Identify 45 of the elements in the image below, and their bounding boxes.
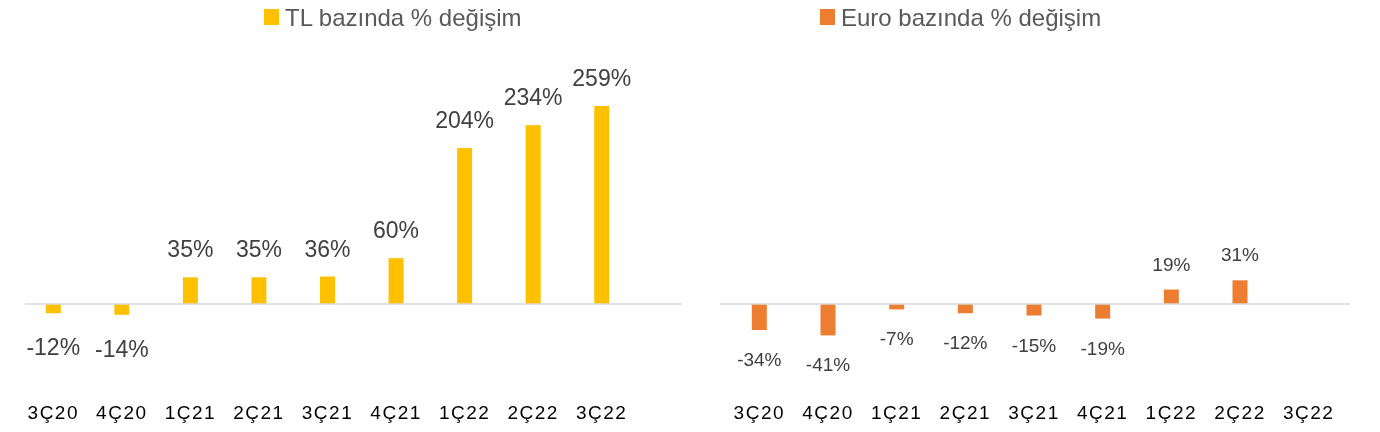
x-tick-label: 2Ç22	[1214, 402, 1266, 423]
x-tick-label: 1Ç21	[870, 402, 923, 423]
data-label: 234%	[503, 84, 563, 111]
data-label: 35%	[167, 236, 214, 263]
data-label: 204%	[435, 107, 495, 134]
x-tick-label: 3Ç22	[1282, 402, 1335, 423]
bar	[457, 148, 473, 305]
data-label: -12%	[943, 332, 988, 354]
x-tick-label: 3Ç20	[27, 402, 79, 423]
data-label: 259%	[572, 65, 632, 91]
data-label: -41%	[805, 354, 851, 376]
bar	[251, 277, 267, 305]
x-tick-label: 2Ç21	[939, 402, 992, 423]
data-label: -14%	[94, 335, 149, 362]
data-label: -34%	[737, 349, 782, 371]
bar	[594, 106, 610, 305]
x-tick-label: 3Ç21	[301, 402, 354, 423]
bar	[114, 304, 130, 315]
x-tick-label: 4Ç20	[96, 402, 148, 423]
x-tick-label: 1Ç21	[164, 402, 217, 423]
data-label: -7%	[879, 328, 914, 350]
x-tick-label: 3Ç20	[733, 402, 786, 423]
data-label: -15%	[1011, 334, 1057, 356]
data-label: 60%	[373, 217, 420, 244]
x-tick-label: 4Ç20	[802, 402, 854, 423]
bar	[320, 276, 335, 305]
x-tick-label: 3Ç22	[576, 402, 628, 423]
x-tick-label: 2Ç22	[507, 402, 559, 423]
bar	[388, 258, 404, 305]
bar	[525, 125, 541, 305]
data-label: 35%	[235, 236, 282, 263]
data-label: 36%	[304, 235, 351, 262]
data-label: 19%	[1152, 253, 1191, 275]
x-tick-label: 4Ç21	[1076, 402, 1129, 423]
x-tick-label: 1Ç22	[1145, 402, 1198, 423]
data-label: -12%	[26, 334, 81, 361]
data-label: -19%	[1080, 337, 1125, 359]
data-label: 31%	[1220, 244, 1260, 266]
x-tick-label: 1Ç22	[438, 402, 491, 423]
x-tick-label: 3Ç21	[1008, 402, 1060, 423]
legend-label: Euro bazında % değişim	[841, 4, 1102, 31]
legend-label: TL bazında % değişim	[285, 4, 522, 31]
x-tick-label: 4Ç21	[370, 402, 422, 423]
bar	[182, 277, 198, 305]
x-tick-label: 2Ç21	[233, 402, 285, 423]
